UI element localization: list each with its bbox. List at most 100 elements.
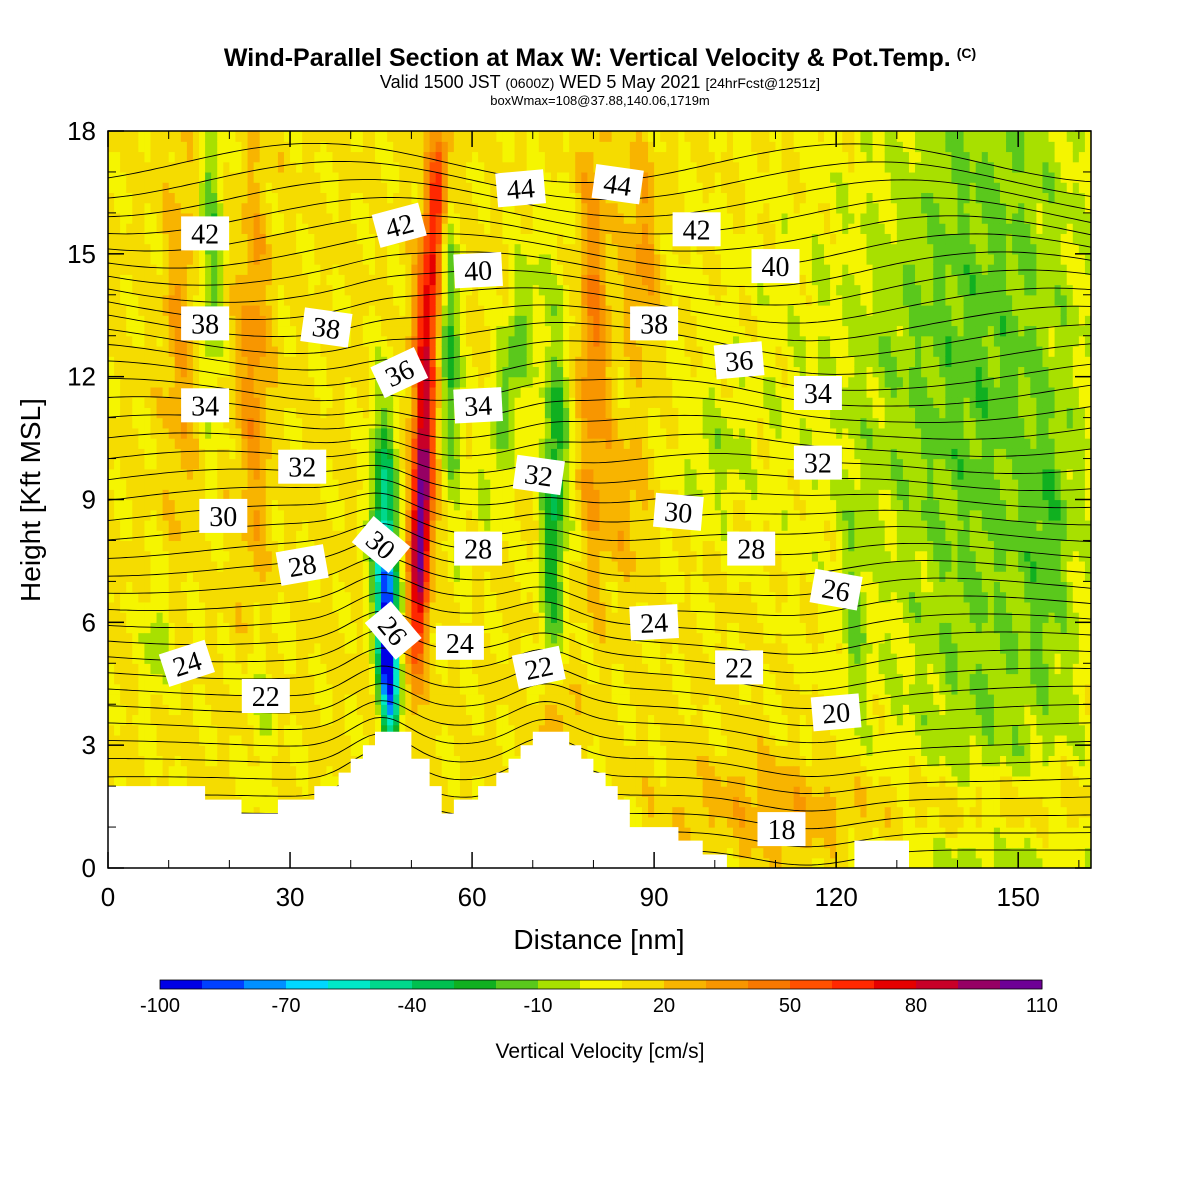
- field-cell: [338, 663, 346, 675]
- field-cell: [308, 601, 315, 613]
- field-cell: [241, 612, 249, 623]
- field-cell: [356, 550, 364, 562]
- field-cell: [229, 243, 237, 255]
- field-cell: [156, 448, 164, 460]
- field-cell: [514, 438, 522, 449]
- field-cell: [156, 171, 164, 183]
- field-cell: [162, 171, 170, 183]
- field-cell: [138, 171, 146, 183]
- field-cell: [429, 284, 437, 296]
- field-cell: [459, 427, 467, 439]
- field-cell: [502, 673, 510, 685]
- field-cell: [290, 683, 297, 695]
- field-cell: [435, 530, 443, 542]
- field-cell: [502, 151, 510, 163]
- field-cell: [484, 612, 491, 623]
- field-cell: [320, 683, 328, 695]
- field-cell: [423, 724, 431, 736]
- field-cell: [120, 376, 127, 388]
- field-cell: [423, 540, 431, 552]
- field-cell: [138, 161, 146, 173]
- field-cell: [356, 622, 364, 634]
- field-cell: [490, 683, 497, 695]
- field-cell: [144, 765, 152, 777]
- field-cell: [387, 151, 394, 163]
- field-cell: [290, 294, 297, 306]
- field-cell: [235, 489, 243, 501]
- field-cell: [356, 448, 364, 460]
- field-cell: [120, 458, 127, 470]
- field-cell: [308, 581, 315, 593]
- field-cell: [223, 489, 230, 501]
- field-cell: [496, 632, 504, 644]
- field-cell: [229, 571, 237, 582]
- field-cell: [144, 775, 152, 787]
- field-cell: [205, 417, 212, 429]
- field-cell: [120, 274, 127, 286]
- field-cell: [459, 151, 467, 163]
- field-cell: [126, 734, 133, 746]
- field-cell: [496, 571, 504, 582]
- field-cell: [302, 294, 309, 306]
- field-cell: [168, 571, 176, 582]
- field-cell: [496, 458, 504, 470]
- field-cell: [417, 519, 425, 531]
- field-cell: [283, 325, 291, 337]
- field-cell: [514, 131, 522, 142]
- field-cell: [429, 274, 437, 286]
- field-cell: [374, 468, 382, 480]
- field-cell: [344, 560, 352, 572]
- field-cell: [387, 284, 394, 296]
- field-cell: [344, 745, 352, 757]
- field-cell: [296, 202, 303, 214]
- field-cell: [466, 591, 473, 603]
- field-cell: [459, 786, 467, 797]
- field-cell: [211, 356, 218, 368]
- field-cell: [241, 335, 249, 347]
- field-cell: [277, 427, 285, 439]
- field-cell: [423, 745, 431, 757]
- field-cell: [308, 417, 315, 429]
- field-cell: [223, 182, 230, 194]
- field-cell: [344, 407, 352, 419]
- field-cell: [144, 519, 152, 531]
- field-cell: [192, 284, 200, 296]
- field-cell: [108, 294, 115, 306]
- field-cell: [223, 171, 230, 183]
- field-cell: [114, 223, 121, 234]
- field-cell: [235, 397, 243, 408]
- field-cell: [150, 284, 158, 296]
- field-cell: [296, 622, 303, 634]
- field-cell: [459, 714, 467, 726]
- field-cell: [490, 141, 497, 153]
- field-cell: [296, 345, 303, 357]
- field-cell: [114, 182, 121, 194]
- field-cell: [423, 171, 431, 183]
- field-cell: [283, 243, 291, 255]
- field-cell: [150, 131, 158, 142]
- field-cell: [308, 663, 315, 675]
- field-cell: [308, 540, 315, 552]
- field-cell: [223, 786, 230, 797]
- field-cell: [108, 212, 115, 224]
- field-cell: [162, 560, 170, 572]
- field-cell: [126, 714, 133, 726]
- field-cell: [241, 755, 249, 767]
- field-cell: [126, 427, 133, 439]
- field-cell: [211, 663, 218, 675]
- field-cell: [229, 642, 237, 654]
- field-cell: [174, 407, 182, 419]
- field-cell: [459, 356, 467, 368]
- field-cell: [156, 663, 164, 675]
- field-cell: [120, 182, 127, 194]
- field-cell: [520, 151, 528, 163]
- field-cell: [186, 468, 194, 480]
- field-cell: [211, 571, 218, 582]
- field-cell: [490, 693, 497, 705]
- field-cell: [314, 581, 321, 593]
- field-cell: [320, 601, 328, 613]
- field-cell: [447, 693, 455, 705]
- field-cell: [362, 161, 370, 173]
- field-cell: [326, 376, 334, 388]
- field-cell: [399, 141, 406, 153]
